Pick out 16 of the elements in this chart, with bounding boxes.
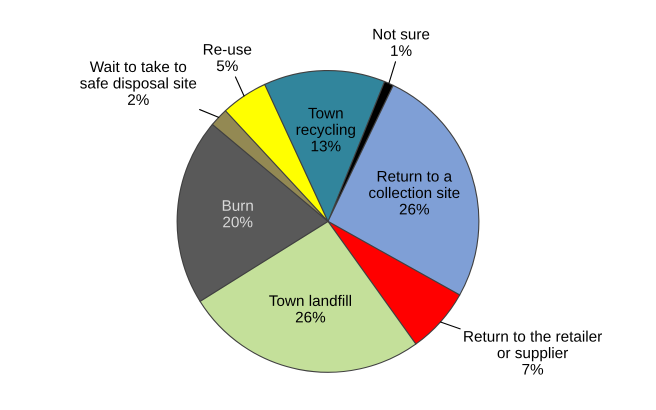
- data-label: 26%: [296, 312, 326, 323]
- data-label: 13%: [312, 140, 341, 152]
- data-label: 20%: [223, 216, 252, 228]
- data-label: 1%: [391, 45, 412, 56]
- slice-label: Re-use: [204, 44, 252, 55]
- data-label: 26%: [400, 204, 430, 215]
- data-label: 2%: [128, 94, 149, 105]
- slice-label: Wait to take to safe disposal site: [80, 60, 196, 92]
- slice-label: Burn: [222, 200, 253, 211]
- slice-label: Return to the retailer or supplier: [464, 330, 602, 362]
- slice-label: Not sure: [373, 28, 430, 40]
- slice-label: Town recycling: [296, 108, 355, 138]
- data-label: 5%: [216, 60, 238, 72]
- data-label: 7%: [522, 364, 544, 375]
- slice-label: Town landfill: [269, 294, 352, 306]
- slice-label: Return to a collection site: [369, 171, 460, 198]
